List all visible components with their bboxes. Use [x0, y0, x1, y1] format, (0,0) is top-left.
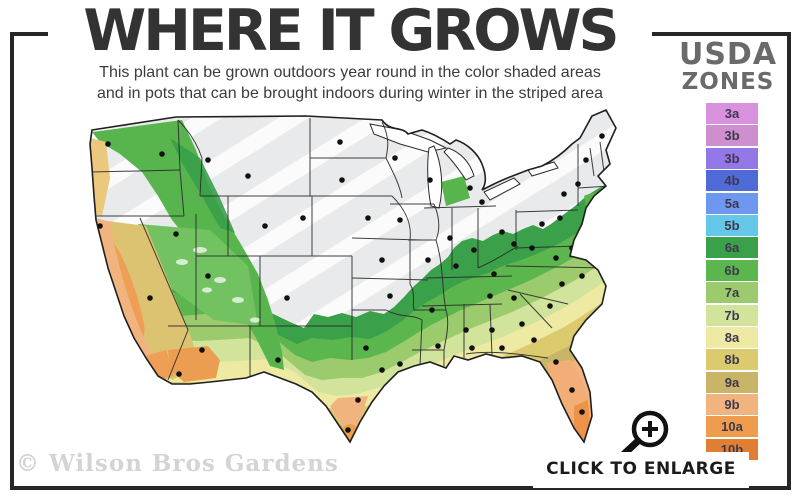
- legend-zones: 3a 3b 3b 4b 5a 5b 6a 6b 7a 7b 8a 8b 9a 9b 10a 10b: [706, 103, 758, 461]
- legend-chip-10a: 10a: [706, 416, 758, 438]
- us-outline: [89, 108, 617, 444]
- legend-title-zones: ZONES: [681, 69, 775, 95]
- click-to-enlarge-label: CLICK TO ENLARGE: [546, 459, 736, 479]
- legend-chip-6b: 6b: [706, 259, 758, 281]
- subtitle-line-1: This plant can be grown outdoors year ro…: [99, 64, 601, 81]
- legend-chip-6a: 6a: [706, 237, 758, 259]
- legend-chip-8b: 8b: [706, 349, 758, 371]
- click-to-enlarge-button[interactable]: CLICK TO ENLARGE: [533, 452, 749, 488]
- legend-chip-3a: 3a: [706, 103, 758, 124]
- legend-chip-9b: 9b: [706, 394, 758, 416]
- legend-chip-4b: 4b: [706, 170, 758, 192]
- legend-header: USDA ZONES: [676, 40, 780, 95]
- header: WHERE IT GROWS This plant can be grown o…: [48, 0, 652, 102]
- legend-title-usda: USDA: [678, 37, 778, 72]
- subtitle: This plant can be grown outdoors year ro…: [48, 62, 652, 104]
- legend-chip-3b: 3b: [706, 125, 758, 147]
- legend-chip-5b: 5b: [706, 214, 758, 236]
- zoom-in-icon[interactable]: [602, 403, 678, 459]
- subtitle-line-2: and in pots that can be brought indoors …: [96, 85, 604, 102]
- legend-chip-7b: 7b: [706, 304, 758, 326]
- watermark: © Wilson Bros Gardens: [16, 450, 339, 477]
- state-borders: [91, 118, 611, 381]
- legend-chip-8a: 8a: [706, 326, 758, 348]
- page-title: WHERE IT GROWS: [83, 0, 619, 64]
- legend-chip-5a: 5a: [706, 192, 758, 214]
- usda-zone-map[interactable]: [50, 98, 670, 473]
- legend-chip-3b: 3b: [706, 147, 758, 169]
- legend-chip-7a: 7a: [706, 282, 758, 304]
- legend-chip-9a: 9a: [706, 371, 758, 393]
